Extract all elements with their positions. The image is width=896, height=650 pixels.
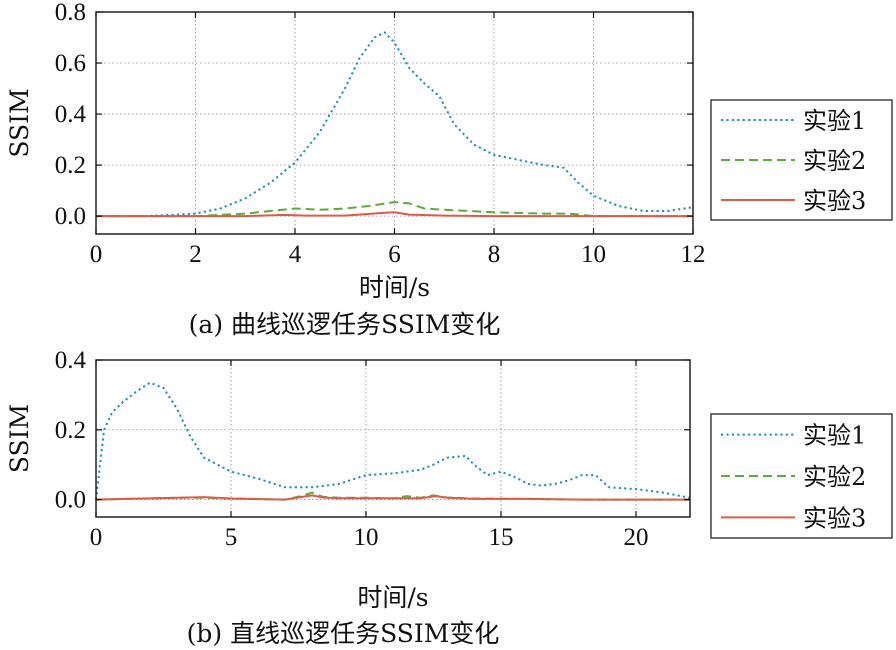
series-line-3 [95, 494, 690, 501]
legend-label-2: 实验2 [803, 147, 866, 175]
series-line-2 [96, 201, 693, 218]
y-axis-title: SSIM [5, 404, 34, 473]
y-tick-label: 0.4 [55, 101, 87, 128]
y-tick-label: 0.0 [55, 487, 86, 514]
chart-a: 0 2 4 6 8 10 12 0.0 0.2 0.4 0.6 0.8 时间/s SSIM (a) 曲线巡逻… [5, 0, 893, 339]
x-axis-title: 时间/s [357, 583, 428, 612]
y-tick-label: 0.2 [55, 152, 86, 179]
x-tick-label: 0 [90, 524, 103, 551]
y-tick-label: 0.8 [55, 0, 86, 26]
legend-label-1: 实验1 [803, 107, 866, 135]
x-tick-label: 5 [225, 524, 238, 551]
x-tick-label: 12 [681, 241, 706, 268]
x-tick-label: 10 [354, 524, 379, 551]
x-tick-label: 2 [189, 241, 202, 268]
y-tick-label: 0.4 [55, 347, 87, 374]
y-axis-title: SSIM [5, 88, 34, 157]
x-tick-label: 15 [489, 524, 514, 551]
legend-label-3: 实验3 [803, 187, 866, 215]
legend: 实验1 实验2 实验3 [710, 413, 893, 539]
legend-label-3: 实验3 [803, 504, 866, 532]
legend-label-2: 实验2 [803, 463, 866, 491]
chart-caption: (a) 曲线巡逻任务SSIM变化 [189, 310, 501, 339]
series-line-3 [96, 211, 693, 218]
y-tick-label: 0.0 [55, 203, 86, 230]
x-axis-title: 时间/s [359, 273, 430, 302]
series-line-1 [96, 31, 694, 218]
x-tick-label: 4 [289, 241, 302, 268]
legend: 实验1 实验2 实验3 [710, 99, 893, 221]
series-line-1 [95, 381, 691, 500]
x-tick-label: 10 [581, 241, 606, 268]
y-tick-label: 0.6 [55, 50, 86, 77]
x-tick-label: 20 [624, 524, 649, 551]
chart-caption: (b) 直线巡逻任务SSIM变化 [187, 619, 500, 648]
chart-b: 0 5 10 15 20 0.0 0.2 0.4 时间/s SSIM (b) 直线巡逻任务SSIM变… [5, 347, 893, 648]
x-tick-label: 8 [488, 241, 501, 268]
plot-frame [95, 359, 691, 518]
x-tick-label: 0 [90, 241, 103, 268]
legend-label-1: 实验1 [803, 422, 866, 450]
x-tick-label: 6 [388, 241, 401, 268]
y-tick-label: 0.2 [55, 417, 86, 444]
